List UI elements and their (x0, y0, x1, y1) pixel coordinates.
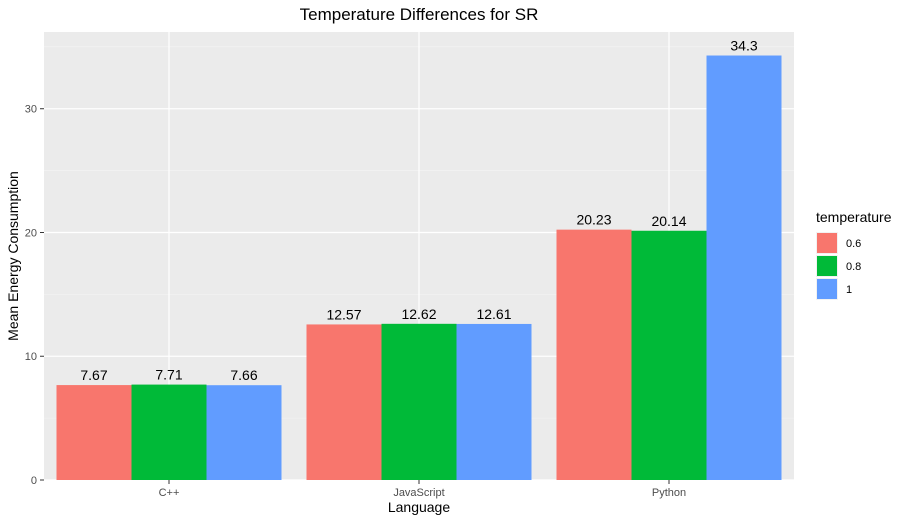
legend-label: 0.6 (846, 238, 861, 250)
bar (456, 323, 532, 480)
data-label: 12.57 (326, 306, 361, 322)
legend-key (817, 233, 837, 253)
bar (381, 323, 457, 480)
x-tick-label: C++ (159, 487, 180, 499)
bar (706, 55, 782, 480)
x-tick-label: Python (652, 487, 686, 499)
chart-title: Temperature Differences for SR (300, 5, 539, 24)
y-tick-label: 30 (25, 104, 37, 116)
legend-key (817, 256, 837, 276)
legend-key (817, 279, 837, 299)
legend: temperature 0.6 0.8 1 (816, 209, 892, 300)
data-label: 34.3 (730, 38, 757, 54)
legend-title: temperature (816, 209, 892, 225)
bar (131, 384, 207, 480)
plot-panel: 7.67 7.71 7.66 12.57 12.62 12.61 20.23 20.14 34.… (25, 32, 794, 499)
bar (206, 385, 282, 480)
y-axis-title: Mean Energy Consumption (5, 171, 21, 341)
y-tick-label: 20 (25, 227, 37, 239)
data-label: 20.14 (651, 213, 686, 229)
data-label: 7.66 (230, 367, 257, 383)
bar (56, 385, 132, 480)
legend-label: 1 (846, 284, 852, 296)
data-label: 7.67 (80, 367, 107, 383)
data-label: 7.71 (155, 367, 182, 383)
legend-label: 0.8 (846, 261, 861, 273)
data-label: 12.62 (401, 306, 436, 322)
bar (306, 324, 382, 480)
y-tick-label: 10 (25, 351, 37, 363)
bar (556, 229, 632, 480)
data-label: 12.61 (476, 306, 511, 322)
x-axis-title: Language (388, 499, 451, 515)
data-label: 20.23 (576, 212, 611, 228)
bar (631, 230, 707, 480)
x-tick-label: JavaScript (393, 487, 444, 499)
y-tick-label: 0 (31, 475, 37, 487)
